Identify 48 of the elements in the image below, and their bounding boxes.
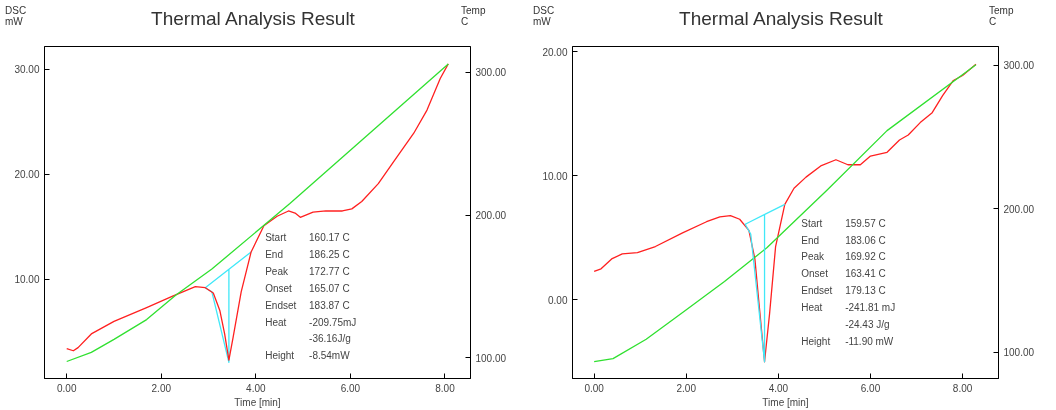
x-tick-label: 6.00 [340,382,361,394]
text: Peak 172.77 C [265,265,350,277]
annotation: -24.43 J/g [845,319,890,331]
text: Endset 183.87 C [265,299,350,311]
chart-title: Thermal Analysis Result [679,7,883,31]
line-series [204,251,252,363]
text: Onset 165.07 C [265,282,350,294]
text: Start 160.17 C [265,231,350,243]
text: Height -8.54mW [265,350,350,362]
y-axis-title: DSC mW [5,5,27,27]
text: Endset 179.13 C [801,285,886,297]
y-tick-label: 10.00 [542,170,568,182]
y2-tick-label: 300.00 [475,67,507,79]
x-tick-label: 0.00 [56,382,77,394]
y-tick-label: 0.00 [548,294,568,306]
x-tick-label: 8.00 [435,382,456,394]
y2-tick-label: 100.00 [1003,347,1035,359]
text: Heat -241.81 mJ [801,302,896,314]
y-tick-label: 10.00 [14,274,40,286]
text: Peak 169.92 C [801,251,886,263]
annotation: -36.16J/g [309,333,351,345]
x-tick-label: 4.00 [246,382,267,394]
x-tick-label: 6.00 [860,382,881,394]
text: Heat -209.75mJ [265,316,357,328]
x-axis-title: Time [min] [234,396,281,408]
y2-tick-label: 100.00 [475,352,507,364]
y-tick-label: 20.00 [542,46,568,58]
x-tick-label: 0.00 [584,382,605,394]
line-series [744,203,786,363]
y2-tick-label: 200.00 [1003,203,1035,215]
chart-title: Thermal Analysis Result [151,7,355,31]
text: Height -11.90 mW [801,336,894,348]
y-tick-label: 20.00 [14,169,40,181]
y-axis-title: DSC mW [533,5,555,27]
y2-axis-title: Temp C [461,5,486,27]
x-tick-label: 8.00 [952,382,973,394]
x-tick-label: 2.00 [151,382,172,394]
x-axis-title: Time [min] [762,396,809,408]
y2-axis-title: Temp C [989,5,1014,27]
text: Onset 163.41 C [801,268,886,280]
y-tick-label: 30.00 [14,64,40,76]
x-tick-label: 2.00 [676,382,697,394]
y2-tick-label: 200.00 [475,210,507,221]
y2-tick-label: 300.00 [1003,60,1035,72]
x-tick-label: 4.00 [768,382,789,394]
text: Start 159.57 C [801,217,886,229]
text: End 186.25 C [265,248,350,260]
text: End 183.06 C [801,234,886,246]
